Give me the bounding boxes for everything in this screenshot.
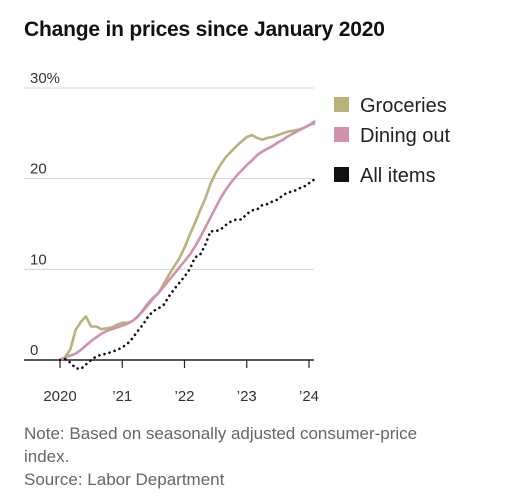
legend-label-all-items: All items — [360, 165, 436, 187]
gridlines — [24, 87, 314, 270]
chart-title: Change in prices since January 2020 — [24, 18, 385, 41]
x-axis: 2020 ’21 ’22 ’23 ’24 — [24, 359, 319, 405]
series-lines — [58, 120, 316, 371]
legend: Groceries Dining out All items — [334, 95, 451, 187]
x-tick-label: ’22 — [174, 388, 194, 405]
legend-label-dining: Dining out — [360, 125, 451, 147]
x-tick-label: ’21 — [112, 388, 132, 405]
legend-swatch-groceries — [334, 97, 349, 112]
y-tick-label: 30% — [30, 70, 60, 87]
footnote: Note: Based on seasonally adjusted consu… — [24, 422, 464, 491]
legend-swatch-all-items — [334, 167, 349, 182]
legend-swatch-dining — [334, 127, 349, 142]
series-line-all-items — [58, 178, 316, 371]
note-text: Note: Based on seasonally adjusted consu… — [24, 424, 418, 466]
y-axis-tick-labels: 0 10 20 30% — [30, 70, 60, 359]
series-line-groceries — [58, 120, 316, 362]
legend-label-groceries: Groceries — [360, 95, 447, 117]
x-tick-label: 2020 — [43, 388, 76, 405]
x-tick-label: ’23 — [237, 388, 257, 405]
price-change-chart: 0 10 20 30% 2020 ’21 ’22 ’23 ’24 Groceries Dinin… — [24, 70, 451, 405]
x-tick-label: ’24 — [299, 388, 319, 405]
y-tick-label: 10 — [30, 251, 47, 268]
source-text: Source: Labor Department — [24, 470, 225, 489]
y-tick-label: 20 — [30, 161, 47, 178]
y-tick-label: 0 — [30, 342, 38, 359]
series-line-dining — [58, 122, 316, 362]
